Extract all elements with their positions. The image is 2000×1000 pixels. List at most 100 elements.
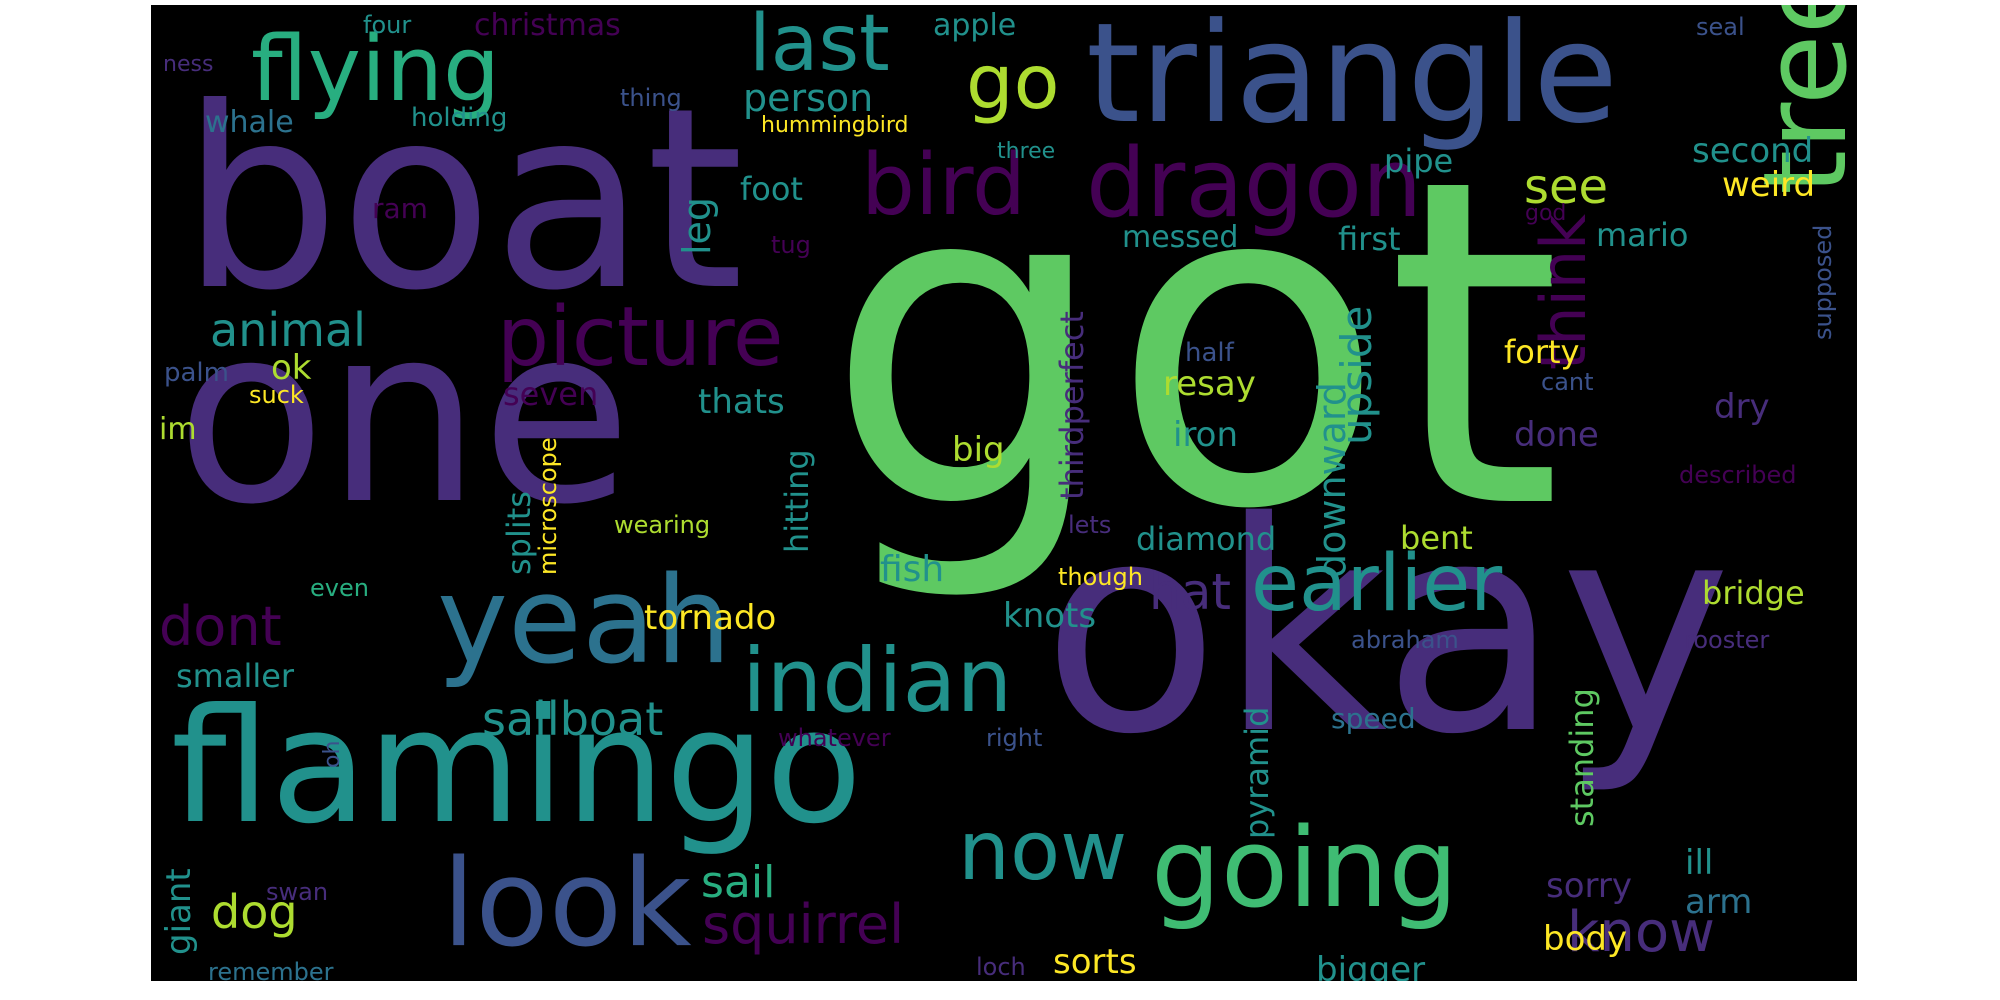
word-seal: seal	[1696, 13, 1745, 41]
word-ram: ram	[372, 192, 428, 225]
word-okay: okay	[1042, 461, 1732, 798]
word-know: know	[1567, 900, 1715, 965]
word-whale: whale	[205, 105, 294, 140]
word-last: last	[749, 5, 890, 89]
word-sorts: sorts	[1053, 942, 1137, 981]
word-mario: mario	[1596, 216, 1689, 254]
word-see: see	[1524, 159, 1609, 215]
word-pyramid: pyramid	[1238, 706, 1276, 839]
word-yeah: yeah	[437, 552, 732, 691]
word-sail: sail	[701, 857, 776, 908]
word-microscope: microscope	[534, 437, 562, 575]
word-loch: loch	[976, 953, 1026, 981]
word-supposed: supposed	[1809, 224, 1837, 340]
word-pipe: pipe	[1384, 142, 1454, 180]
word-forty: forty	[1504, 333, 1580, 371]
word-even: even	[310, 574, 369, 602]
word-seven: seven	[503, 375, 599, 413]
word-bent: bent	[1400, 519, 1473, 557]
word-whatever: whatever	[778, 724, 891, 752]
word-indian: indian	[742, 629, 1013, 732]
word-though: though	[1058, 563, 1143, 591]
word-sorry: sorry	[1546, 866, 1632, 906]
word-oh: oh	[320, 740, 345, 768]
word-abraham: abraham	[1351, 626, 1459, 654]
word-weird: weird	[1722, 165, 1816, 205]
word-earlier: earlier	[1251, 539, 1503, 629]
word-animal: animal	[210, 303, 366, 357]
word-big: big	[952, 430, 1005, 470]
word-sailboat: sailboat	[482, 692, 664, 746]
word-suck: suck	[249, 381, 304, 409]
word-going: going	[1151, 804, 1459, 932]
word-person: person	[743, 76, 874, 120]
word-rooster: rooster	[1684, 626, 1770, 654]
word-got: got	[825, 84, 1563, 608]
word-three: three	[997, 139, 1056, 164]
word-done: done	[1514, 415, 1599, 455]
word-holding: holding	[411, 103, 508, 133]
word-picture: picture	[497, 290, 784, 385]
word-thing: thing	[620, 84, 682, 112]
word-christmas: christmas	[474, 8, 621, 43]
word-bird: bird	[861, 136, 1026, 235]
word-ok: ok	[271, 348, 312, 388]
word-right: right	[986, 724, 1043, 752]
word-speed: speed	[1331, 702, 1416, 735]
word-squirrel: squirrel	[702, 893, 905, 956]
word-one: one	[176, 273, 632, 558]
word-go: go	[966, 38, 1060, 126]
word-im: im	[159, 412, 197, 447]
word-thirdperfect: thirdperfect	[1053, 311, 1091, 500]
word-lets: lets	[1068, 511, 1112, 539]
word-flying: flying	[251, 17, 501, 122]
word-bridge: bridge	[1702, 574, 1805, 612]
word-hummingbird: hummingbird	[761, 113, 909, 138]
word-four: four	[363, 11, 412, 39]
word-god: god	[1525, 201, 1567, 226]
word-thats: thats	[698, 382, 785, 422]
word-standing: standing	[1563, 688, 1601, 827]
word-tornado: tornado	[644, 598, 777, 638]
word-wearing: wearing	[614, 511, 711, 539]
word-ness: ness	[163, 52, 214, 77]
word-iron: iron	[1173, 415, 1239, 455]
word-bigger: bigger	[1316, 950, 1426, 981]
word-apple: apple	[933, 8, 1017, 43]
word-resay: resay	[1163, 364, 1256, 404]
word-body: body	[1543, 919, 1628, 959]
word-boat: boat	[181, 54, 744, 345]
word-described: described	[1679, 461, 1797, 489]
word-ill: ill	[1685, 843, 1714, 883]
word-tug: tug	[771, 231, 811, 259]
word-hitting: hitting	[778, 449, 816, 553]
word-diamond: diamond	[1136, 520, 1277, 558]
word-half: half	[1185, 338, 1234, 368]
word-cloud: got okay boat one triangle flamingo yeah…	[151, 5, 1857, 981]
word-giant: giant	[159, 868, 199, 955]
word-messed: messed	[1122, 220, 1239, 255]
word-dont: dont	[159, 595, 282, 658]
word-dry: dry	[1714, 387, 1770, 427]
word-downward: downward	[1310, 382, 1354, 578]
word-splits: splits	[500, 491, 538, 575]
word-fish: fish	[880, 549, 945, 590]
word-palm: palm	[164, 358, 229, 388]
word-triangle: triangle	[1086, 5, 1619, 154]
word-foot: foot	[740, 170, 803, 208]
word-smaller: smaller	[176, 657, 295, 695]
word-arm: arm	[1685, 882, 1753, 922]
word-first: first	[1338, 220, 1401, 258]
word-look: look	[442, 835, 692, 974]
word-cant: cant	[1541, 368, 1594, 396]
word-swan: swan	[266, 878, 329, 906]
word-dragon: dragon	[1086, 129, 1423, 239]
word-dog: dog	[211, 885, 298, 939]
word-second: second	[1692, 131, 1814, 171]
word-hat: hat	[1149, 563, 1231, 621]
word-knots: knots	[1003, 596, 1097, 636]
word-remember: remember	[208, 958, 334, 981]
word-now: now	[958, 804, 1128, 899]
word-flamingo: flamingo	[171, 675, 863, 859]
word-leg: leg	[675, 196, 719, 255]
